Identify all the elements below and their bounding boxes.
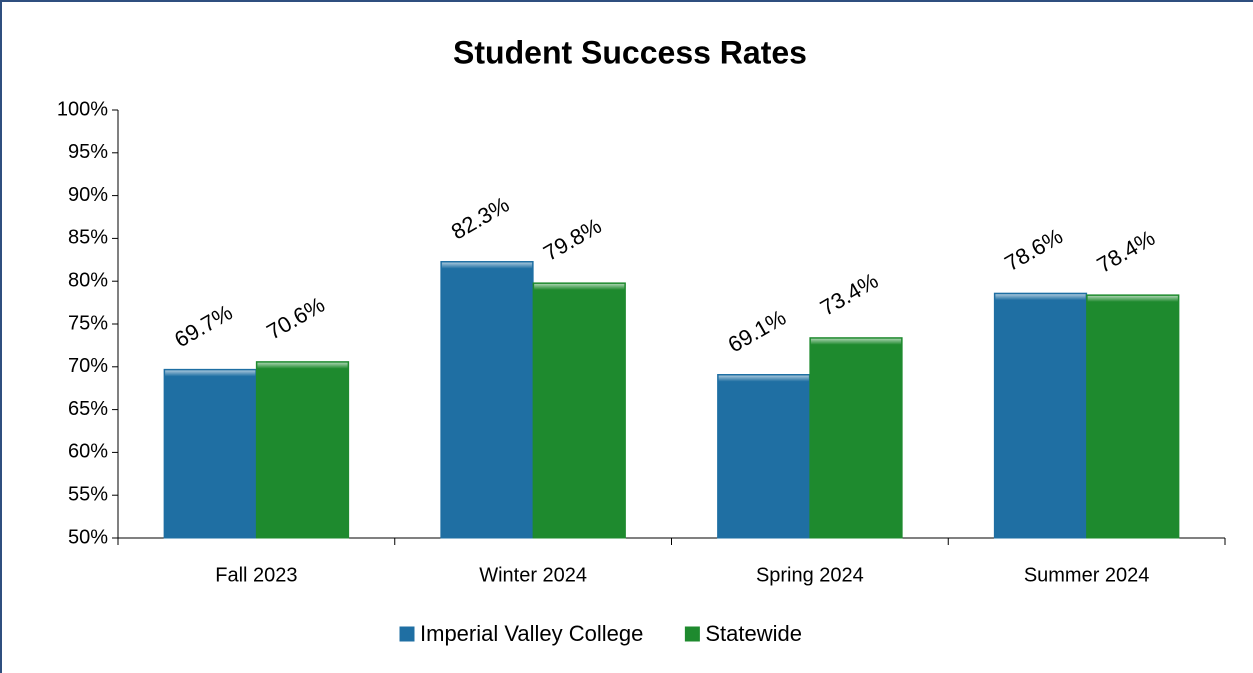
legend-label: Imperial Valley College [420, 621, 643, 646]
y-tick-label: 50% [68, 526, 108, 548]
bar-bevel [718, 375, 809, 382]
bar [440, 261, 534, 539]
y-tick-label: 60% [68, 441, 108, 463]
y-tick-label: 80% [68, 269, 108, 291]
legend-label: Statewide [705, 621, 802, 646]
data-label: 69.7% [170, 299, 237, 352]
bar [1086, 294, 1180, 539]
legend-swatch [684, 626, 700, 642]
data-label: 78.4% [1093, 225, 1160, 278]
y-tick-label: 75% [68, 312, 108, 334]
bar [993, 292, 1088, 539]
y-tick-label: 95% [68, 141, 108, 163]
bar [809, 337, 903, 539]
data-label: 73.4% [816, 268, 883, 321]
chart-title: Student Success Rates [453, 34, 807, 70]
data-label: 69.1% [724, 305, 791, 358]
x-tick-label: Winter 2024 [479, 564, 587, 586]
x-tick-label: Fall 2023 [215, 564, 297, 586]
bar [255, 361, 350, 539]
data-label: 78.6% [1000, 223, 1067, 276]
bar-bevel [995, 294, 1086, 301]
x-tick-label: Spring 2024 [756, 564, 864, 586]
data-label: 70.6% [262, 292, 329, 345]
y-tick-label: 55% [68, 483, 108, 505]
y-tick-label: 100% [57, 98, 108, 120]
y-tick-label: 90% [68, 184, 108, 206]
y-tick-label: 85% [68, 227, 108, 249]
bar [163, 368, 257, 539]
bar-bevel [257, 362, 348, 369]
y-tick-label: 65% [68, 398, 108, 420]
legend-swatch [399, 626, 415, 642]
bar-bevel [534, 283, 625, 290]
y-tick-label: 70% [68, 355, 108, 377]
data-label: 82.3% [447, 192, 514, 245]
bar-bevel [165, 370, 256, 377]
bar-bevel [441, 262, 533, 269]
bar [717, 374, 811, 539]
data-label: 79.8% [539, 213, 606, 266]
bar-bevel [810, 338, 902, 345]
bar [532, 282, 626, 539]
x-tick-label: Summer 2024 [1024, 564, 1150, 586]
bar-bevel [1087, 295, 1178, 302]
